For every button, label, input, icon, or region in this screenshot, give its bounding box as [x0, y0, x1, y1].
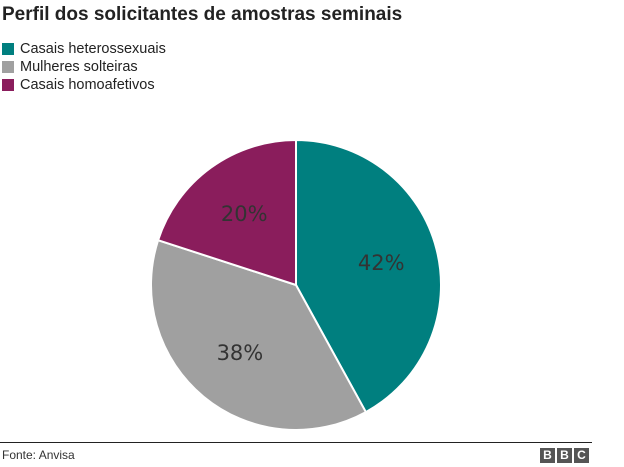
- legend-label: Casais homoafetivos: [20, 77, 155, 93]
- chart-title: Perfil dos solicitantes de amostras semi…: [2, 4, 403, 25]
- slice-value-label: 38%: [217, 341, 264, 365]
- pie-slice: [150, 238, 368, 431]
- legend: Casais heterossexuais Mulheres solteiras…: [2, 40, 166, 94]
- legend-item-heterossexuais: Casais heterossexuais: [2, 40, 166, 58]
- logo-letter: B: [540, 448, 555, 463]
- slice-value-label: 20%: [221, 202, 268, 226]
- pie-slice: [156, 138, 297, 287]
- logo-letter: C: [574, 448, 589, 463]
- legend-item-solteiras: Mulheres solteiras: [2, 58, 166, 76]
- logo-letter: B: [557, 448, 572, 463]
- legend-label: Casais heterossexuais: [20, 41, 166, 57]
- legend-swatch: [2, 43, 14, 55]
- divider: [0, 442, 592, 443]
- pie-slice: [295, 138, 442, 414]
- slice-value-label: 42%: [358, 251, 405, 275]
- legend-swatch: [2, 61, 14, 73]
- legend-swatch: [2, 79, 14, 91]
- legend-item-homoafetivos: Casais homoafetivos: [2, 76, 166, 94]
- bbc-logo: B B C: [540, 448, 589, 463]
- source-note: Fonte: Anvisa: [2, 448, 75, 462]
- legend-label: Mulheres solteiras: [20, 59, 138, 75]
